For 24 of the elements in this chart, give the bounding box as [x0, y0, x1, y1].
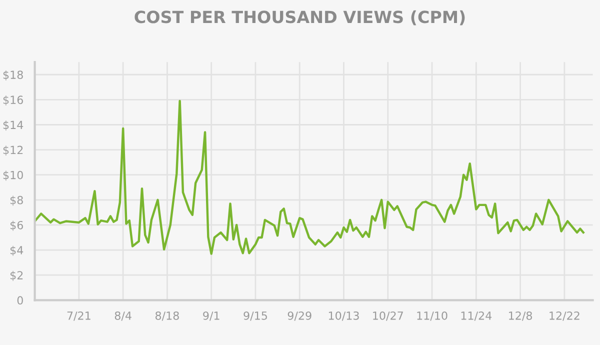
x-tick-label: 12/22 [550, 311, 580, 321]
y-tick-label: $6 [10, 220, 23, 231]
y-tick-label: $2 [10, 270, 23, 281]
chart-title: COST PER THOUSAND VIEWS (CPM) [134, 10, 465, 26]
x-tick-label: 9/15 [244, 311, 267, 321]
y-tick-label: $4 [10, 246, 24, 256]
x-tick-label: 11/24 [461, 311, 492, 321]
y-tick-label: $12 [3, 146, 23, 156]
x-tick-label: 12/8 [509, 311, 532, 321]
x-tick-label: 9/29 [288, 311, 312, 321]
y-tick-label: 0 [17, 296, 23, 305]
x-tick-label: 9/1 [203, 311, 220, 321]
x-tick-label: 10/27 [373, 311, 403, 321]
y-tick-label: $16 [3, 95, 23, 106]
y-tick-label: $8 [10, 196, 23, 206]
y-tick-label: $18 [3, 70, 23, 80]
line-series [34, 100, 584, 255]
y-tick-label: $10 [3, 170, 23, 181]
x-tick-label: 8/4 [114, 311, 132, 321]
x-tick-label: 7/21 [67, 311, 90, 321]
y-tick-label: $14 [3, 120, 24, 131]
x-tick-label: 11/10 [417, 311, 448, 321]
x-tick-label: 8/18 [155, 311, 179, 321]
x-tick-label: 10/13 [328, 311, 359, 321]
